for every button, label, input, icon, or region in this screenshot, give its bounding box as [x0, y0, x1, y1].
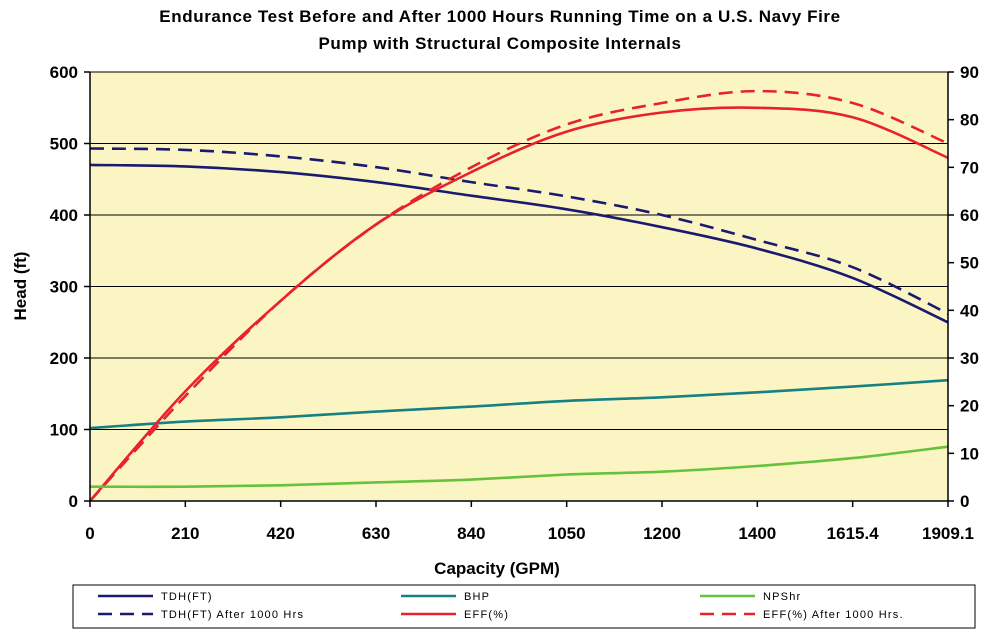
x-tick-label: 840: [457, 524, 485, 543]
y-tick-label: 200: [50, 349, 78, 368]
y2-tick-label: 70: [960, 158, 979, 177]
y2-tick-label: 0: [960, 492, 969, 511]
y-tick-label: 0: [69, 492, 78, 511]
chart-title-line-1: Endurance Test Before and After 1000 Hou…: [159, 7, 840, 26]
y2-tick-label: 30: [960, 349, 979, 368]
legend-label-tdh-ft: TDH(FT): [161, 591, 213, 603]
legend: TDH(FT) BHP NPShr TDH(FT) After 1000 Hrs EFF…: [98, 591, 904, 621]
series-line-npshr: [89, 445, 949, 489]
y2-tick-label: 40: [960, 301, 979, 320]
y-tick-label: 300: [50, 278, 78, 297]
series-line-tdh-ft: [89, 163, 949, 324]
y-tick-label: 500: [50, 135, 78, 154]
x-axis-label: Capacity (GPM): [434, 559, 560, 578]
x-tick-label: 630: [362, 524, 390, 543]
y2-tick-label: 80: [960, 111, 979, 130]
y2-tick-label: 60: [960, 206, 979, 225]
x-tick-label: 210: [171, 524, 199, 543]
y2-tick-label: 90: [960, 63, 979, 82]
y-axis-label: Head (ft): [11, 252, 30, 321]
x-tick-label: 1050: [548, 524, 586, 543]
y2-tick-label: 20: [960, 397, 979, 416]
x-tick-label: 1615.4: [827, 524, 880, 543]
legend-label-tdh-ft-after-1000-hrs: TDH(FT) After 1000 Hrs: [161, 609, 304, 621]
legend-box: [72, 584, 976, 629]
y-tick-label: 400: [50, 206, 78, 225]
y2-tick-label: 10: [960, 444, 979, 463]
x-tick-label: 1200: [643, 524, 681, 543]
legend-label-bhp: BHP: [464, 591, 490, 603]
legend-label-eff-after-1000-hrs: EFF(%) After 1000 Hrs.: [763, 609, 904, 621]
series-layer: [89, 89, 949, 502]
y-tick-label: 600: [50, 63, 78, 82]
series-line-bhp: [89, 378, 949, 430]
y-tick-label: 100: [50, 421, 78, 440]
x-tick-label: 1909.1: [922, 524, 974, 543]
x-tick-label: 420: [266, 524, 294, 543]
y2-tick-label: 50: [960, 254, 979, 273]
series-line-tdh-ft-after-1000-hrs: [89, 147, 949, 315]
series-line-eff-after-1000-hrs: [89, 89, 949, 502]
series-line-eff: [89, 106, 949, 502]
legend-label-eff: EFF(%): [464, 609, 509, 621]
legend-label-npshr: NPShr: [763, 591, 801, 603]
x-tick-label: 1400: [738, 524, 776, 543]
axes: 0 100 200 300 400 500 600 0 10 20 30 40 50 60 70 80 90 0 2…: [50, 63, 979, 543]
x-tick-label: 0: [85, 524, 94, 543]
chart-title-line-2: Pump with Structural Composite Internals: [318, 34, 681, 53]
